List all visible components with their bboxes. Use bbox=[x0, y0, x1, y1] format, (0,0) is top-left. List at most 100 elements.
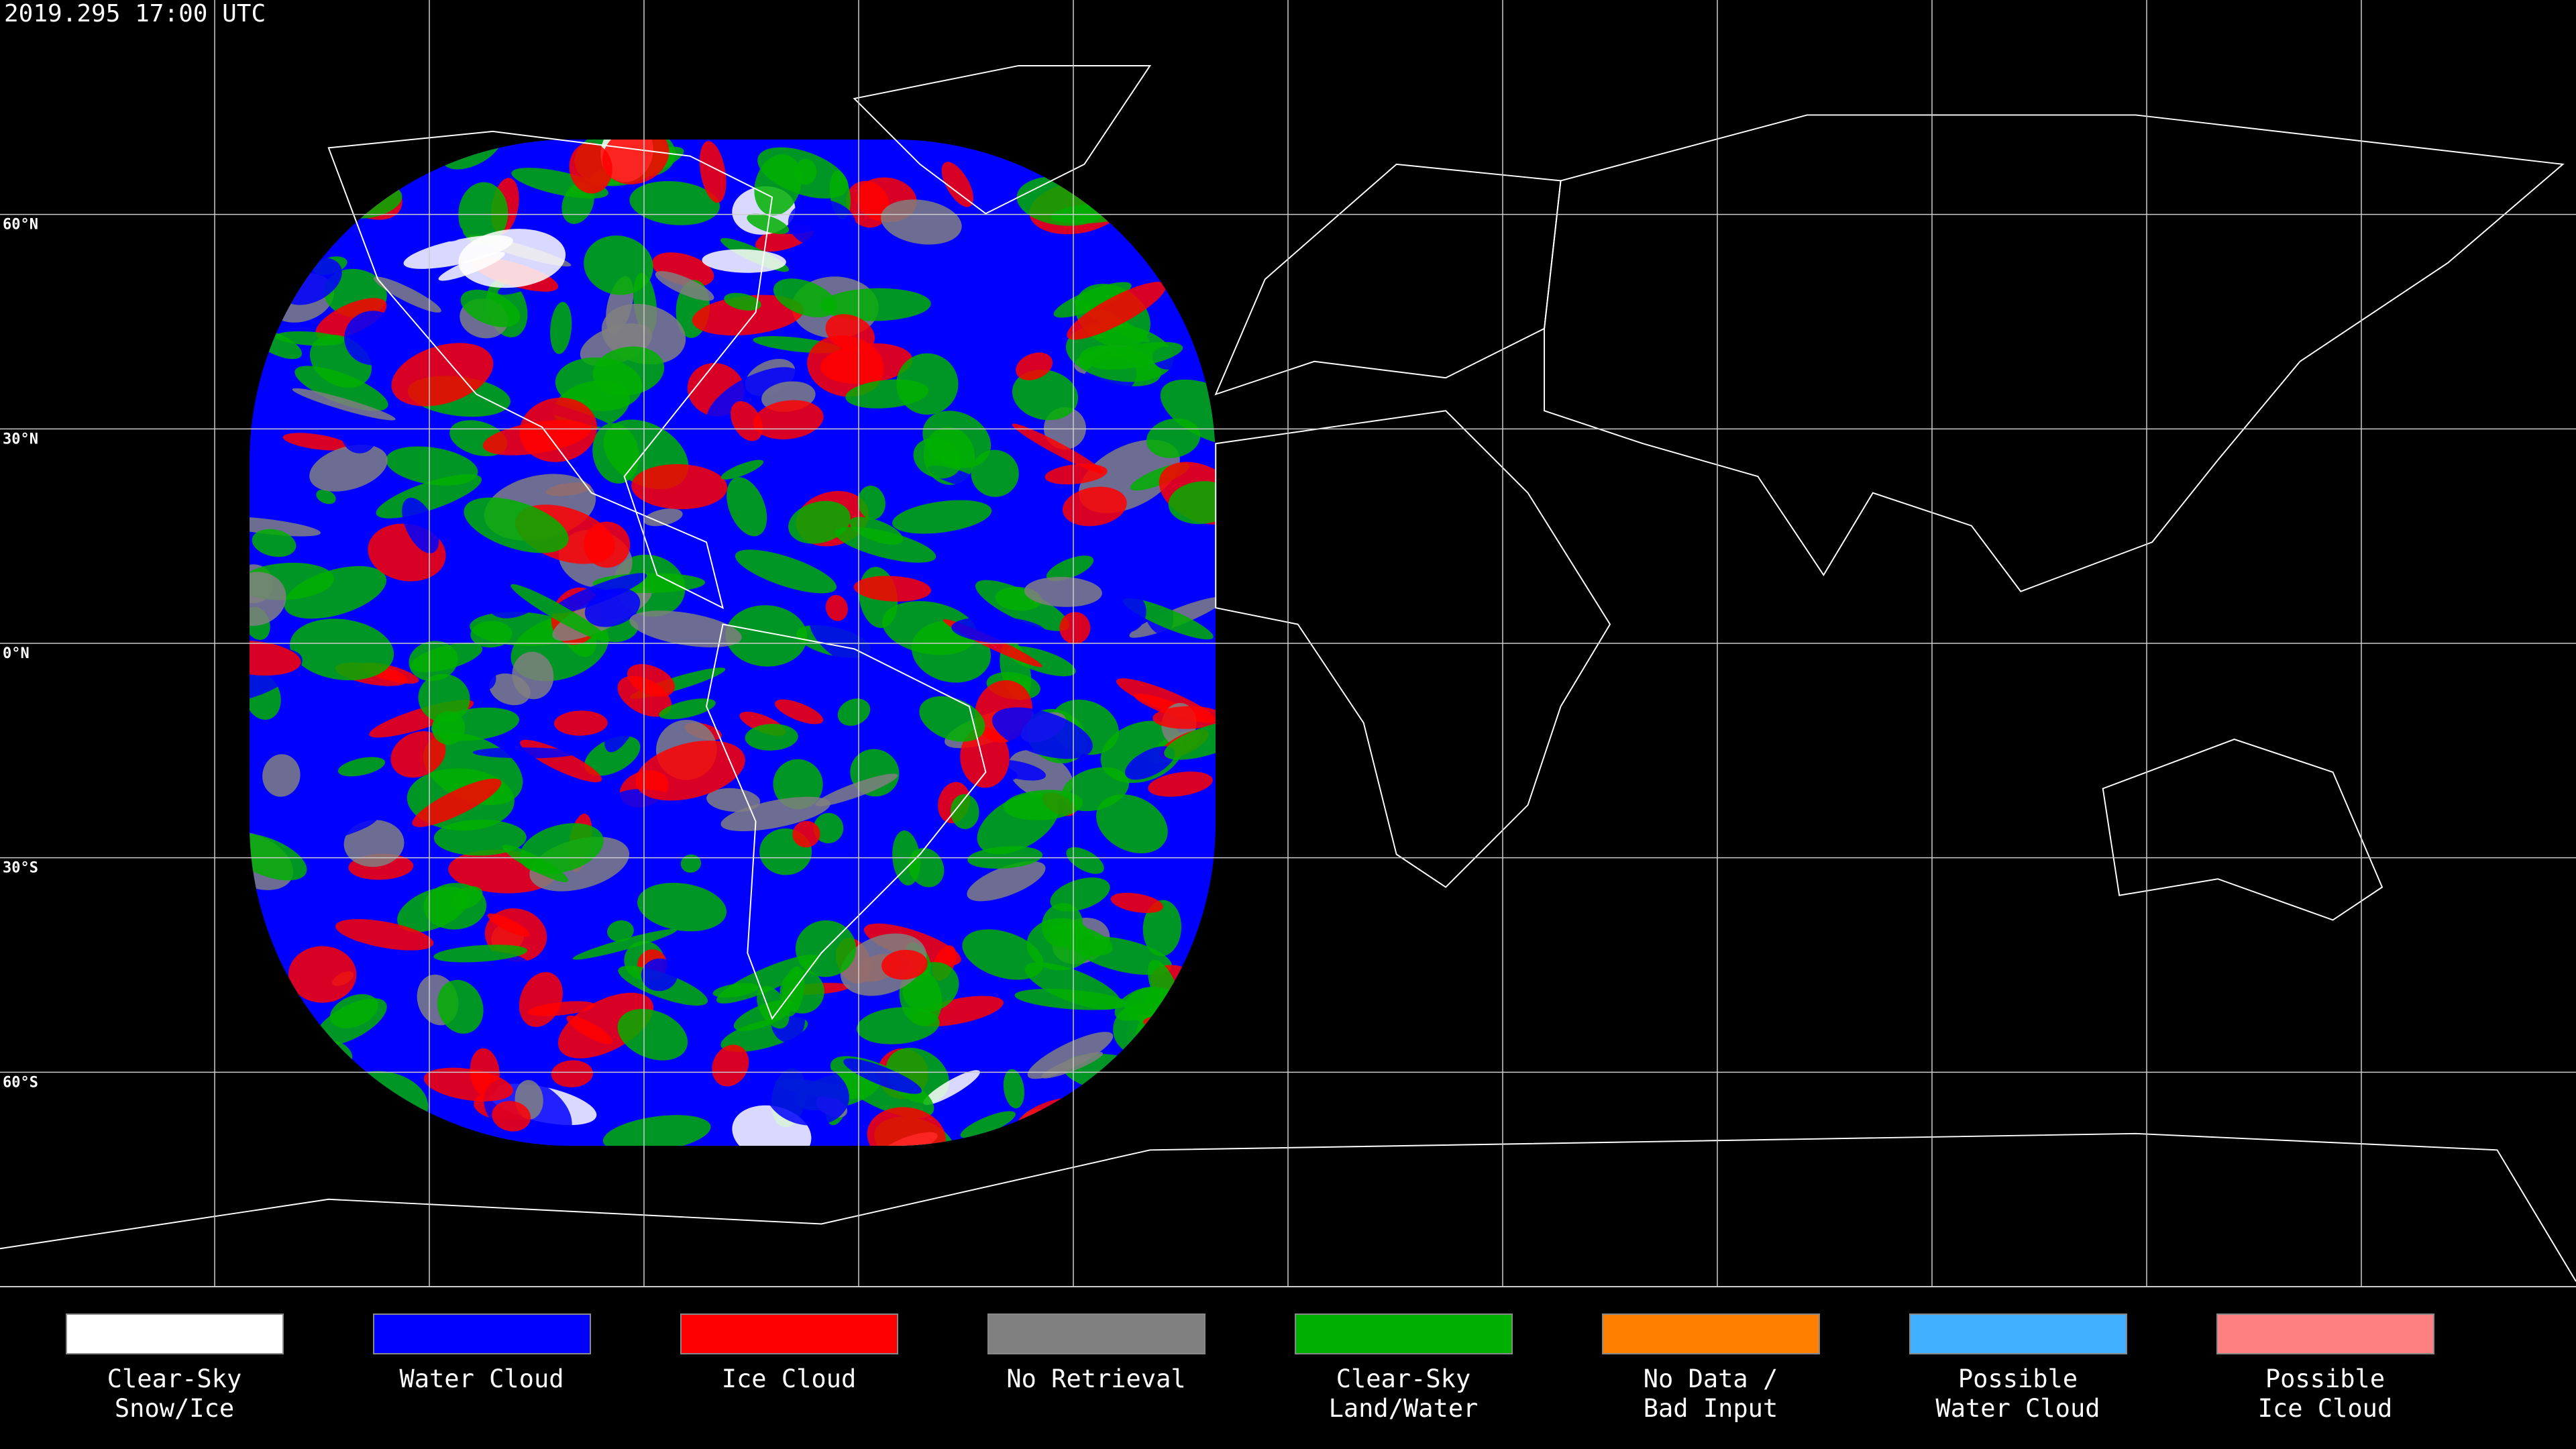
cloud-patch bbox=[1044, 464, 1108, 485]
cloud-patch bbox=[820, 343, 913, 384]
latitude-label: 60°N bbox=[3, 217, 38, 233]
legend-label: Clear-Sky bbox=[1336, 1364, 1470, 1393]
cloud-patch bbox=[1066, 847, 1104, 874]
cloud-patch bbox=[551, 1060, 594, 1087]
cloud-patch bbox=[569, 142, 612, 194]
cloud-patch bbox=[745, 724, 798, 751]
cloud-patch bbox=[856, 1007, 940, 1044]
cloud-patch bbox=[845, 379, 929, 409]
cloud-patch bbox=[1115, 595, 1146, 633]
cloud-patch bbox=[1024, 576, 1102, 607]
graticule bbox=[0, 0, 2576, 1287]
cloud-patch bbox=[1160, 379, 1216, 446]
cloud-patch bbox=[635, 741, 745, 801]
coastlines bbox=[0, 64, 2576, 1282]
cloud-patch bbox=[374, 276, 441, 313]
cloud-patch bbox=[584, 736, 641, 776]
legend-label: No Data / bbox=[1644, 1364, 1778, 1393]
cloud-patch bbox=[527, 1001, 595, 1016]
legend-label: Possible bbox=[2265, 1364, 2385, 1393]
cloud-patch bbox=[1148, 771, 1213, 797]
cloud-patch bbox=[843, 1058, 922, 1094]
latitude-labels: 60°N 30°N 0°N 30°S 60°S bbox=[3, 217, 38, 1091]
cloud-patch bbox=[788, 199, 857, 248]
legend-label: Land/Water bbox=[1329, 1394, 1479, 1423]
cloud-patch bbox=[753, 400, 824, 439]
cloud-patch bbox=[250, 516, 321, 537]
cloud-patch bbox=[765, 1061, 849, 1126]
cloud-patch bbox=[773, 759, 823, 810]
cloud-patch bbox=[604, 696, 641, 753]
legend-label: Ice Cloud bbox=[722, 1364, 856, 1393]
cloud-patch bbox=[470, 621, 513, 648]
cloud-patch bbox=[460, 289, 521, 327]
cloud-patch bbox=[316, 489, 336, 504]
cloud-patch bbox=[1110, 892, 1163, 914]
cloud-patch bbox=[724, 292, 761, 311]
antarctica bbox=[0, 1132, 2576, 1282]
cloud-patch bbox=[637, 882, 727, 932]
legend: Clear-Sky Snow/Ice Water Cloud Ice Cloud No … bbox=[66, 1313, 2434, 1423]
cloud-patch bbox=[659, 698, 716, 720]
legend-swatch bbox=[373, 1313, 591, 1354]
cloud-patch bbox=[735, 549, 837, 594]
cloud-patch bbox=[720, 460, 764, 480]
cloud-patch bbox=[294, 366, 388, 411]
cloud-patch bbox=[492, 1101, 531, 1132]
cloud-patch bbox=[881, 199, 962, 245]
cloud-patch bbox=[754, 154, 802, 216]
cloud-patch bbox=[881, 949, 928, 980]
cloud-patch bbox=[519, 823, 604, 874]
legend-label: Bad Input bbox=[1644, 1394, 1778, 1423]
cloud-patch bbox=[337, 757, 386, 777]
cloud-patch bbox=[820, 288, 931, 321]
latitude-label: 30°S bbox=[3, 860, 38, 877]
cloud-patch bbox=[727, 477, 767, 537]
cloud-patch bbox=[629, 610, 742, 647]
cloud-patch bbox=[971, 449, 1019, 497]
cloud-patch bbox=[706, 788, 761, 812]
cloud-patch bbox=[475, 667, 496, 691]
cloud-patch bbox=[487, 913, 530, 937]
cloud-patch bbox=[815, 773, 898, 806]
cloud-patch bbox=[1164, 720, 1216, 760]
cloud-patch bbox=[1050, 877, 1110, 912]
greenland bbox=[853, 64, 1152, 215]
cloud-imagery bbox=[250, 140, 1216, 1146]
cloud-patch bbox=[1026, 918, 1095, 971]
cloud-patch bbox=[680, 854, 702, 873]
cloud-patch bbox=[1067, 282, 1167, 340]
cloud-patch bbox=[1124, 746, 1175, 780]
legend-swatch bbox=[1909, 1313, 2127, 1354]
australia bbox=[2102, 739, 2383, 921]
cloud-patch bbox=[433, 819, 527, 856]
cloud-patch bbox=[309, 444, 388, 492]
cloud-patch bbox=[472, 747, 576, 759]
legend-label: Water Cloud bbox=[399, 1364, 564, 1393]
legend-label: Snow/Ice bbox=[115, 1394, 234, 1423]
cloud-patch bbox=[288, 946, 357, 1003]
cloud-patch bbox=[451, 886, 483, 910]
cloud-patch bbox=[913, 438, 962, 479]
cloud-patch bbox=[602, 1115, 711, 1146]
cloud-patch bbox=[433, 945, 528, 963]
cloud-patch bbox=[292, 388, 396, 421]
legend-label: Possible bbox=[1958, 1364, 2078, 1393]
cloud-patch bbox=[792, 820, 820, 848]
cloud-patch bbox=[511, 584, 610, 643]
cloud-patch bbox=[1016, 352, 1053, 380]
cloud-patch bbox=[627, 663, 675, 697]
cloud-patch bbox=[344, 311, 402, 366]
cloud-patch bbox=[261, 887, 309, 910]
cloud-patch bbox=[853, 576, 932, 602]
cloud-patch bbox=[941, 162, 974, 207]
legend-swatch bbox=[987, 1313, 1205, 1354]
cloud-patch bbox=[566, 1015, 613, 1044]
cloud-patch bbox=[813, 812, 844, 844]
cloud-patch bbox=[631, 464, 728, 510]
cloud-patch bbox=[512, 651, 554, 700]
cloud-patch bbox=[857, 485, 885, 520]
cloud-patch bbox=[951, 616, 1046, 644]
cloud-patch bbox=[773, 278, 837, 317]
cloud-patch bbox=[1012, 369, 1079, 421]
